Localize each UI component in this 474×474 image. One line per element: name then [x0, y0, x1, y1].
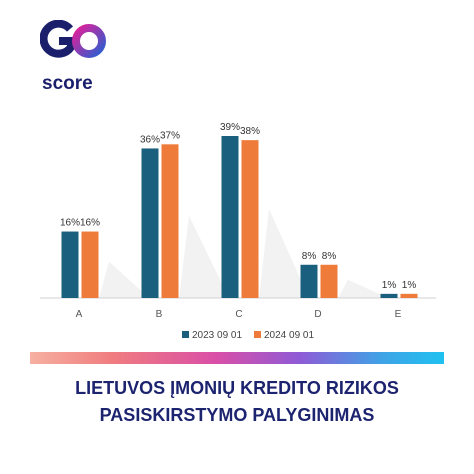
legend-swatch [254, 331, 261, 338]
page-title: LIETUVOS ĮMONIŲ KREDITO RIZIKOS PASISKIR… [0, 375, 474, 429]
data-label: 1% [382, 280, 397, 291]
bar-shadow [338, 279, 388, 298]
logo-score-text: score [42, 73, 93, 94]
x-tick-label: C [235, 309, 242, 320]
bar-d-2 [320, 264, 338, 298]
x-tick-label: D [314, 309, 321, 320]
bar-e-2 [400, 293, 418, 298]
bar-e-1 [380, 293, 398, 298]
legend-swatch [182, 331, 189, 338]
bar-a-1 [61, 231, 79, 298]
goscore-logo: score [40, 20, 106, 94]
data-label: 16% [60, 218, 80, 229]
data-label: 39% [220, 122, 240, 133]
bar-c-1 [221, 136, 239, 298]
x-tick-label: E [395, 309, 402, 320]
data-label: 8% [322, 251, 337, 262]
bar-shadow [99, 261, 149, 298]
bar-shadow [259, 208, 309, 298]
data-label: 38% [240, 126, 260, 137]
bar-a-2 [81, 231, 99, 298]
x-tick-label: A [76, 309, 83, 320]
gradient-divider [30, 352, 444, 364]
data-label: 37% [160, 130, 180, 141]
bar-shadow [179, 215, 229, 298]
go-logo-mark [40, 20, 106, 58]
bar-b-2 [161, 144, 179, 298]
data-label: 1% [402, 280, 417, 291]
data-label: 16% [80, 218, 100, 229]
title-line-1: LIETUVOS ĮMONIŲ KREDITO RIZIKOS [75, 378, 399, 398]
data-label: 8% [302, 251, 317, 262]
bar-c-2 [241, 140, 259, 298]
legend-label: 2023 09 01 [192, 330, 242, 341]
bar-d-1 [300, 264, 318, 298]
x-tick-label: B [156, 309, 163, 320]
title-line-2: PASISKIRSTYMO PALYGINIMAS [99, 405, 375, 425]
legend-label: 2024 09 01 [264, 330, 314, 341]
data-label: 36% [140, 134, 160, 145]
bar-b-1 [141, 148, 159, 298]
